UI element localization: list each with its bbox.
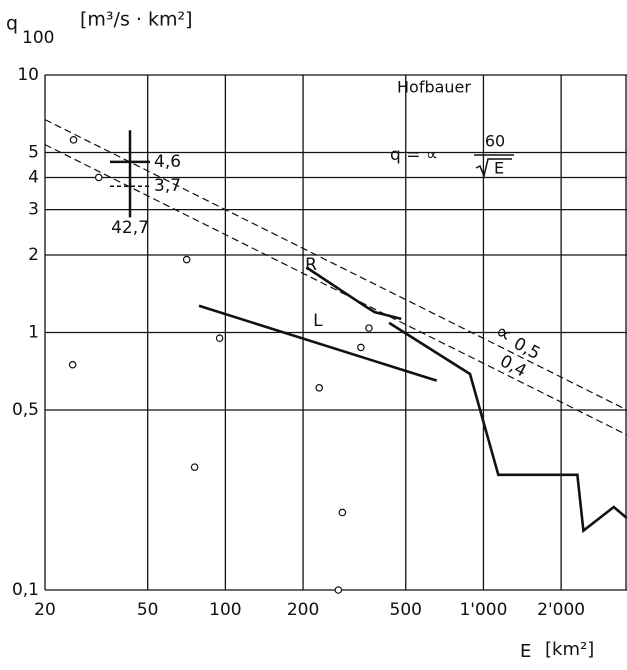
x-tick-label: 20 (34, 600, 56, 620)
x-unit: [km²] (545, 639, 594, 660)
series-line (388, 321, 627, 534)
x-tick-label: 50 (137, 600, 159, 620)
series-label: R (305, 255, 317, 275)
formula-denominator: E (494, 159, 504, 178)
y-tick-label: 0,1 (12, 580, 39, 600)
y-unit: [m³/s · km²] (80, 9, 193, 31)
data-point (94, 173, 103, 182)
x-tick-label: 1'000 (459, 600, 507, 620)
crosshair-x-label: 42,7 (111, 218, 149, 238)
data-point (215, 334, 224, 343)
alpha-symbol: ∝ (491, 319, 517, 348)
formula-lhs: q = ∝ (390, 145, 438, 165)
y-tick-label: 5 (28, 143, 39, 163)
y-tick-label: 4 (28, 167, 39, 187)
y-label: q (6, 13, 18, 35)
data-point (357, 343, 365, 352)
series-line (198, 304, 438, 382)
series-label: L (313, 311, 323, 331)
series-line (305, 266, 402, 321)
data-point (190, 463, 199, 471)
crosshair-label: 4,6 (154, 152, 181, 172)
y-tick-label: 1 (28, 323, 39, 343)
data-point (338, 508, 347, 517)
y-tick-label: 2 (28, 245, 39, 265)
data-point (69, 136, 78, 144)
y-label-sub: 100 (22, 28, 54, 48)
reference-line (44, 144, 627, 436)
x-tick-label: 500 (390, 600, 422, 620)
y-tick-label: 3 (28, 200, 39, 220)
data-point (365, 324, 373, 332)
y-tick-label: 10 (17, 65, 39, 85)
chart-title: Hofbauer (397, 78, 471, 97)
formula-numerator: 60 (485, 132, 505, 151)
data-point (182, 255, 191, 264)
data-point (315, 383, 324, 392)
y-tick-label: 0,5 (12, 400, 39, 420)
data-point (68, 360, 77, 369)
reference-line (44, 119, 627, 411)
data-point (334, 586, 343, 594)
x-tick-label: 200 (287, 600, 319, 620)
x-tick-label: 100 (209, 600, 241, 620)
x-tick-label: 2'000 (537, 600, 585, 620)
x-label: E (520, 641, 531, 662)
crosshair-label: 3,7 (154, 176, 181, 196)
